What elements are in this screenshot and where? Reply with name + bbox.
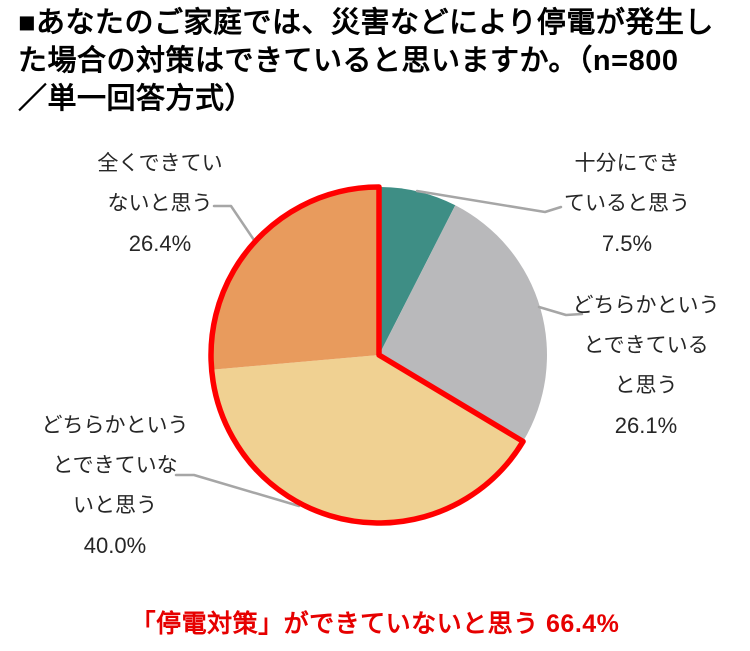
- callout-somewhat-prepared-line-3: と思う: [614, 374, 678, 397]
- highlight-outline-unprepared: [208, 184, 526, 526]
- leader-line-somewhat-prepared: [537, 305, 584, 317]
- callout-fully-prepared: 十分にでき ていると思う 7.5%: [507, 144, 747, 264]
- callout-somewhat-prepared-line-1: どちらかという: [572, 294, 720, 317]
- chart-title-line-1: ■あなたのご家庭では、災害などにより停電が発生し: [18, 7, 714, 39]
- callout-fully-prepared-value: 7.5%: [601, 231, 653, 256]
- chart-title-line-2: た場合の対策はできていると思いますか。（n=800: [18, 45, 679, 77]
- callout-fully-prepared-line-2: ていると思う: [564, 192, 690, 215]
- leader-line-not-at-all: [212, 204, 258, 245]
- callout-somewhat-unprepared-value: 40.0%: [83, 533, 147, 558]
- callout-somewhat-prepared: どちらかという とできている と思う 26.1%: [526, 286, 750, 446]
- callout-fully-prepared-line-1: 十分にでき: [574, 152, 680, 175]
- pie-slice-4: [211, 187, 379, 370]
- callout-not-at-all-value: 26.4%: [128, 231, 192, 256]
- annotation-summary: 「停電対策」ができていないと思う 66.4%: [130, 610, 620, 638]
- callout-somewhat-prepared-value: 26.1%: [614, 413, 678, 438]
- pie-slice-1: [379, 187, 456, 355]
- callout-somewhat-unprepared-line-2: とできていな: [52, 454, 178, 477]
- leader-line-somewhat-unprepared: [174, 473, 301, 508]
- callout-somewhat-unprepared-line-1: どちらかという: [41, 414, 189, 437]
- callout-not-at-all-line-1: 全くできてい: [97, 152, 223, 175]
- pie-slice-2: [379, 205, 547, 442]
- callout-not-at-all-line-2: ないと思う: [107, 192, 213, 215]
- chart-title-line-3: ／単一回答方式）: [18, 83, 255, 115]
- callout-not-at-all: 全くできてい ないと思う 26.4%: [40, 144, 280, 264]
- callout-somewhat-prepared-line-2: とできている: [583, 334, 709, 357]
- callout-somewhat-unprepared-line-3: いと思う: [73, 494, 157, 517]
- leader-lines-group: [174, 189, 584, 508]
- leader-line-fully-prepared: [415, 189, 563, 214]
- callout-somewhat-unprepared: どちらかという とできていな いと思う 40.0%: [0, 406, 230, 566]
- chart-title: ■あなたのご家庭では、災害などにより停電が発生し た場合の対策はできていると思い…: [18, 4, 738, 118]
